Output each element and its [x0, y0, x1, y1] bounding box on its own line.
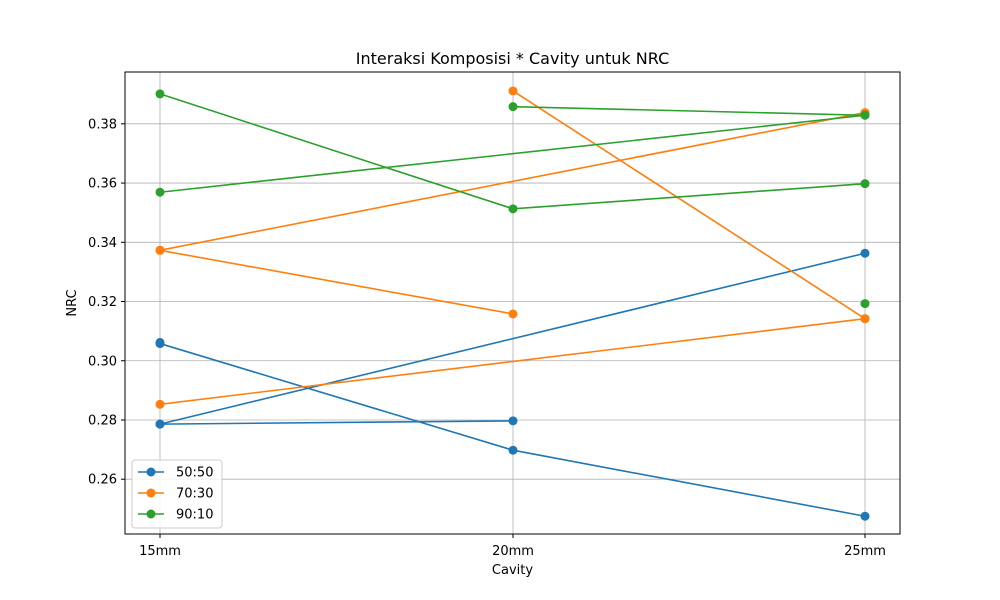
y-tick-label: 0.32 [88, 295, 117, 310]
legend-entries: 50:50 70:30 90:10 [138, 466, 213, 523]
series-line [159, 420, 514, 425]
chart-title: Interaksi Komposisi * Cavity untuk NRC [356, 49, 669, 68]
legend-entry: 90:10 [138, 508, 213, 523]
series-50:50 [155, 248, 870, 429]
legend-label: 90:10 [176, 508, 213, 523]
legend-label: 50:50 [176, 466, 213, 481]
data-point [508, 309, 518, 319]
legend-entry: 70:30 [138, 487, 213, 502]
x-tick-label: 25mm [844, 544, 886, 559]
series-90:10 [155, 89, 870, 214]
data-point [508, 416, 518, 426]
y-tick-label: 0.38 [88, 117, 117, 132]
legend-box [131, 459, 223, 529]
legend-label: 70:30 [176, 487, 213, 502]
data-point [860, 248, 870, 258]
legend-marker [146, 488, 156, 498]
y-tick-label: 0.34 [88, 236, 117, 251]
series-90:10 [860, 299, 870, 309]
legend: 50:50 70:30 90:10 [131, 459, 223, 529]
data-point [860, 110, 870, 120]
data-point [508, 102, 518, 112]
series-line [159, 252, 866, 425]
series-line [159, 111, 866, 252]
legend-marker [146, 509, 156, 519]
data-point [155, 245, 165, 255]
y-axis-ticks: 0.26 0.28 0.30 0.32 0.34 0.36 0.38 [88, 117, 125, 488]
series-layer [155, 86, 870, 521]
data-point [155, 399, 165, 409]
x-axis-title: Cavity [492, 563, 533, 578]
data-point [860, 299, 870, 309]
series-90:10 [508, 102, 870, 120]
data-point [860, 511, 870, 521]
data-point [155, 89, 165, 99]
data-point [860, 314, 870, 324]
legend-entry: 50:50 [138, 466, 213, 481]
y-tick-label: 0.28 [88, 413, 117, 428]
y-axis-title: NRC [65, 289, 80, 316]
series-line [512, 105, 866, 117]
y-tick-label: 0.26 [88, 473, 117, 488]
data-point [508, 86, 518, 96]
data-point [508, 445, 518, 455]
data-point [860, 179, 870, 189]
data-point [155, 419, 165, 429]
series-50:50 [155, 337, 165, 347]
x-tick-label: 20mm [492, 544, 534, 559]
y-tick-label: 0.30 [88, 354, 117, 369]
series-70:30 [155, 314, 870, 409]
x-axis-ticks: 15mm 20mm 25mm [139, 534, 886, 559]
data-point [508, 204, 518, 214]
x-tick-label: 15mm [139, 544, 181, 559]
series-line [159, 114, 866, 194]
legend-marker [146, 467, 156, 477]
data-point [155, 187, 165, 197]
y-tick-label: 0.36 [88, 177, 117, 192]
series-line [159, 249, 514, 315]
series-line [159, 317, 866, 406]
data-point [155, 337, 165, 347]
series-line [512, 90, 866, 320]
